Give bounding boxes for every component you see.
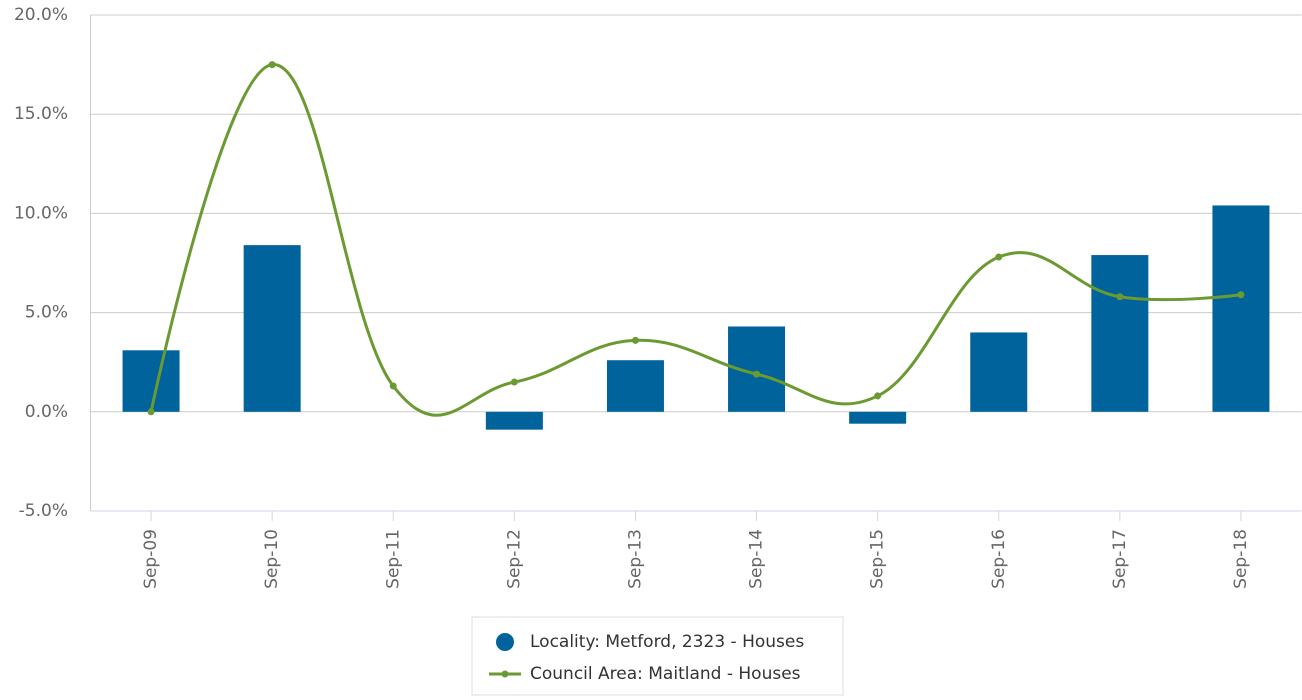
x-tick-label: Sep-10 [262,529,282,589]
y-tick-label: 5.0% [25,303,68,323]
y-tick-label: 10.0% [14,203,68,223]
bar [122,350,180,412]
y-tick-label: -5.0% [19,501,68,521]
bar [485,411,543,430]
x-tick-label: Sep-12 [504,529,524,589]
line-point [1237,291,1245,299]
y-tick-label: 0.0% [25,402,68,422]
y-tick-label: 20.0% [14,5,68,25]
legend-box [471,616,844,696]
x-tick-label: Sep-16 [989,529,1009,589]
line-point [389,382,397,390]
x-tick-label: Sep-14 [747,529,767,589]
bar [606,360,664,412]
bar [1091,255,1149,412]
line-point [995,253,1003,261]
legend-label: Council Area: Maitland - Houses [530,664,801,684]
line-point [631,336,639,344]
line-point [147,408,155,416]
legend-symbol [496,633,514,651]
x-tick-label: Sep-11 [383,529,403,589]
bar [1212,205,1270,412]
x-tick-label: Sep-17 [1110,529,1130,589]
line [149,63,1242,417]
x-tick-label: Sep-09 [141,529,161,589]
line-point [268,61,276,69]
x-tick-label: Sep-15 [868,529,888,589]
legend-symbol [501,670,509,678]
bar [243,245,301,412]
line-point [753,370,761,378]
line-point [874,392,882,400]
line-point [1116,293,1124,301]
bar [849,411,907,424]
bar [970,332,1028,412]
y-tick-label: 15.0% [14,104,68,124]
line-point [510,378,518,386]
x-tick-label: Sep-18 [1231,529,1251,589]
x-tick-label: Sep-13 [625,529,645,589]
legend-label: Locality: Metford, 2323 - Houses [530,632,804,652]
